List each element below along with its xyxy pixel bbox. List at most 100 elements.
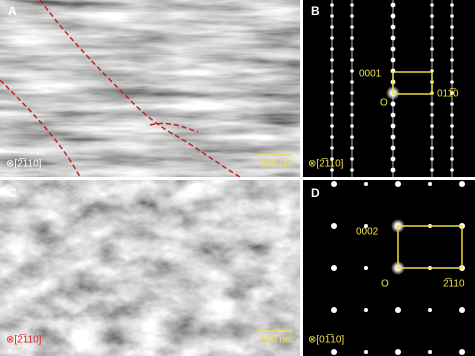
spot: [450, 135, 454, 139]
spot: [331, 223, 337, 229]
spot: [350, 47, 354, 51]
spot: [391, 3, 396, 8]
spot-label: 011̅0: [437, 88, 459, 100]
spot: [364, 182, 368, 186]
spot: [350, 157, 354, 161]
spot: [330, 25, 334, 29]
spot-label: 2̅110: [443, 278, 465, 290]
spot: [450, 47, 454, 51]
spot: [395, 349, 401, 355]
spot: [350, 102, 354, 106]
spot: [330, 14, 334, 18]
spot: [391, 58, 396, 63]
spot: [430, 157, 434, 161]
zone-axis: ⊗[01̅10]: [308, 334, 344, 346]
spot: [459, 349, 465, 355]
spot: [364, 350, 368, 354]
spot: [350, 14, 354, 18]
panel-letter: D: [311, 186, 320, 200]
spot: [430, 58, 434, 62]
zone-axis: ⊗[2̅110]: [6, 158, 42, 170]
spot: [450, 36, 454, 40]
spot: [459, 181, 465, 187]
spot: [350, 80, 354, 84]
spot-label: 0002: [356, 227, 379, 238]
spot: [391, 168, 396, 173]
spot: [330, 102, 334, 106]
spot: [391, 25, 396, 30]
spot: [450, 80, 454, 84]
tem-image: [0, 180, 300, 356]
spot: [331, 181, 337, 187]
spot: [350, 58, 354, 62]
spot: [331, 265, 337, 271]
spot: [391, 102, 396, 107]
spot: [330, 113, 334, 117]
spot: [330, 3, 334, 7]
spot: [350, 69, 354, 73]
spot: [391, 14, 396, 19]
zone-axis: ⊗[2̅110]: [6, 334, 42, 346]
spot: [430, 25, 434, 29]
spot: [330, 69, 334, 73]
spot: [450, 113, 454, 117]
spot: [430, 168, 434, 172]
spot: [330, 36, 334, 40]
spot: [350, 113, 354, 117]
tem-image: [0, 0, 300, 177]
spot: [450, 25, 454, 29]
spot: [391, 146, 396, 151]
spot: [450, 102, 454, 106]
panel-letter: C: [8, 186, 17, 200]
spot: [430, 113, 434, 117]
spot: [430, 47, 434, 51]
spot: [450, 69, 454, 73]
panel-a: A ⊗[2̅110] 100 nm: [0, 0, 300, 177]
spot: [391, 113, 396, 118]
spot: [450, 124, 454, 128]
spot: [391, 157, 396, 162]
figure: A ⊗[2̅110] 100 nm B 0001 O 011̅0 ⊗[2̅110…: [0, 0, 475, 356]
spot: [450, 146, 454, 150]
spot: [330, 124, 334, 128]
spot: [330, 58, 334, 62]
spot: [450, 58, 454, 62]
spot: [330, 146, 334, 150]
spot: [395, 307, 401, 313]
spot: [330, 91, 334, 95]
spot: [459, 307, 465, 313]
spot: [350, 135, 354, 139]
scale-label: 100 nm: [260, 159, 293, 170]
spot: [350, 168, 354, 172]
panel-letter: B: [311, 4, 320, 18]
zone-axis: ⊗[2̅110]: [308, 158, 344, 170]
spot: [428, 350, 432, 354]
spot: [430, 14, 434, 18]
spot-label: 0001: [359, 69, 382, 80]
spot: [330, 80, 334, 84]
spot-label: O: [380, 98, 388, 109]
spot: [331, 349, 337, 355]
spot: [391, 47, 396, 52]
spot: [450, 157, 454, 161]
spot: [350, 91, 354, 95]
spot: [391, 135, 396, 140]
spot: [450, 168, 454, 172]
scale-label: 100 nm: [260, 335, 293, 346]
spot: [430, 135, 434, 139]
panel-c: C ⊗[2̅110] 100 nm: [0, 180, 300, 356]
spot: [391, 124, 396, 129]
panel-letter: A: [8, 4, 17, 18]
spot: [350, 3, 354, 7]
spot: [391, 36, 396, 41]
spot: [364, 308, 368, 312]
spot: [430, 146, 434, 150]
spot: [364, 266, 368, 270]
spot: [350, 146, 354, 150]
spot: [428, 182, 432, 186]
spot: [450, 14, 454, 18]
spot: [430, 124, 434, 128]
spot: [350, 25, 354, 29]
spot: [331, 307, 337, 313]
spot: [430, 3, 434, 7]
